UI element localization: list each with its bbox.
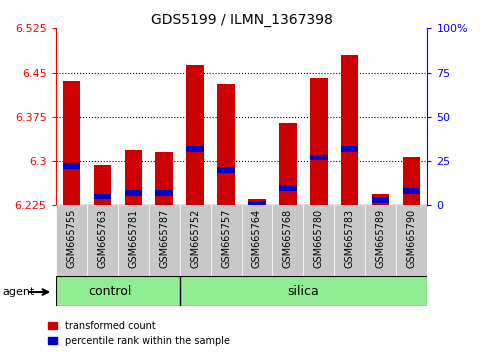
Bar — [311, 155, 327, 160]
Text: GSM665755: GSM665755 — [66, 209, 76, 268]
Bar — [117, 205, 149, 276]
Title: GDS5199 / ILMN_1367398: GDS5199 / ILMN_1367398 — [151, 13, 332, 27]
Bar — [149, 205, 180, 276]
Text: GSM665787: GSM665787 — [159, 209, 169, 268]
Bar — [125, 190, 142, 196]
Bar — [217, 167, 235, 173]
Bar — [62, 81, 80, 205]
Text: GSM665780: GSM665780 — [314, 209, 324, 268]
Bar — [180, 205, 211, 276]
Bar — [280, 185, 297, 190]
Bar — [303, 205, 334, 276]
Bar — [272, 205, 303, 276]
Bar — [56, 205, 86, 276]
Bar — [217, 84, 235, 205]
Bar — [86, 205, 117, 276]
Bar — [94, 194, 111, 199]
Bar — [403, 188, 421, 194]
Text: GSM665764: GSM665764 — [252, 209, 262, 268]
Bar — [211, 205, 242, 276]
Text: silica: silica — [287, 285, 319, 298]
Text: GSM665790: GSM665790 — [407, 209, 417, 268]
Text: GSM665763: GSM665763 — [97, 209, 107, 268]
Bar — [156, 152, 172, 205]
Text: GSM665752: GSM665752 — [190, 209, 200, 268]
Bar — [186, 65, 203, 205]
Bar — [341, 55, 358, 205]
Bar — [242, 205, 272, 276]
Bar — [397, 205, 427, 276]
Text: GSM665757: GSM665757 — [221, 209, 231, 268]
Text: GSM665781: GSM665781 — [128, 209, 138, 268]
Bar — [125, 150, 142, 205]
Text: agent: agent — [2, 287, 35, 297]
Legend: transformed count, percentile rank within the sample: transformed count, percentile rank withi… — [48, 321, 230, 346]
Text: GSM665783: GSM665783 — [345, 209, 355, 268]
Bar — [62, 164, 80, 169]
Bar — [248, 199, 266, 205]
Bar — [94, 165, 111, 205]
Text: control: control — [88, 285, 131, 298]
Text: GSM665789: GSM665789 — [376, 209, 386, 268]
Bar — [280, 123, 297, 205]
Text: GSM665768: GSM665768 — [283, 209, 293, 268]
Bar — [403, 157, 421, 205]
Bar — [186, 146, 203, 152]
Bar — [341, 146, 358, 152]
Bar — [156, 190, 172, 196]
Bar — [372, 197, 389, 203]
Bar — [372, 194, 389, 205]
Bar — [334, 205, 366, 276]
Bar — [366, 205, 397, 276]
Bar — [311, 79, 327, 205]
Bar — [248, 201, 266, 206]
